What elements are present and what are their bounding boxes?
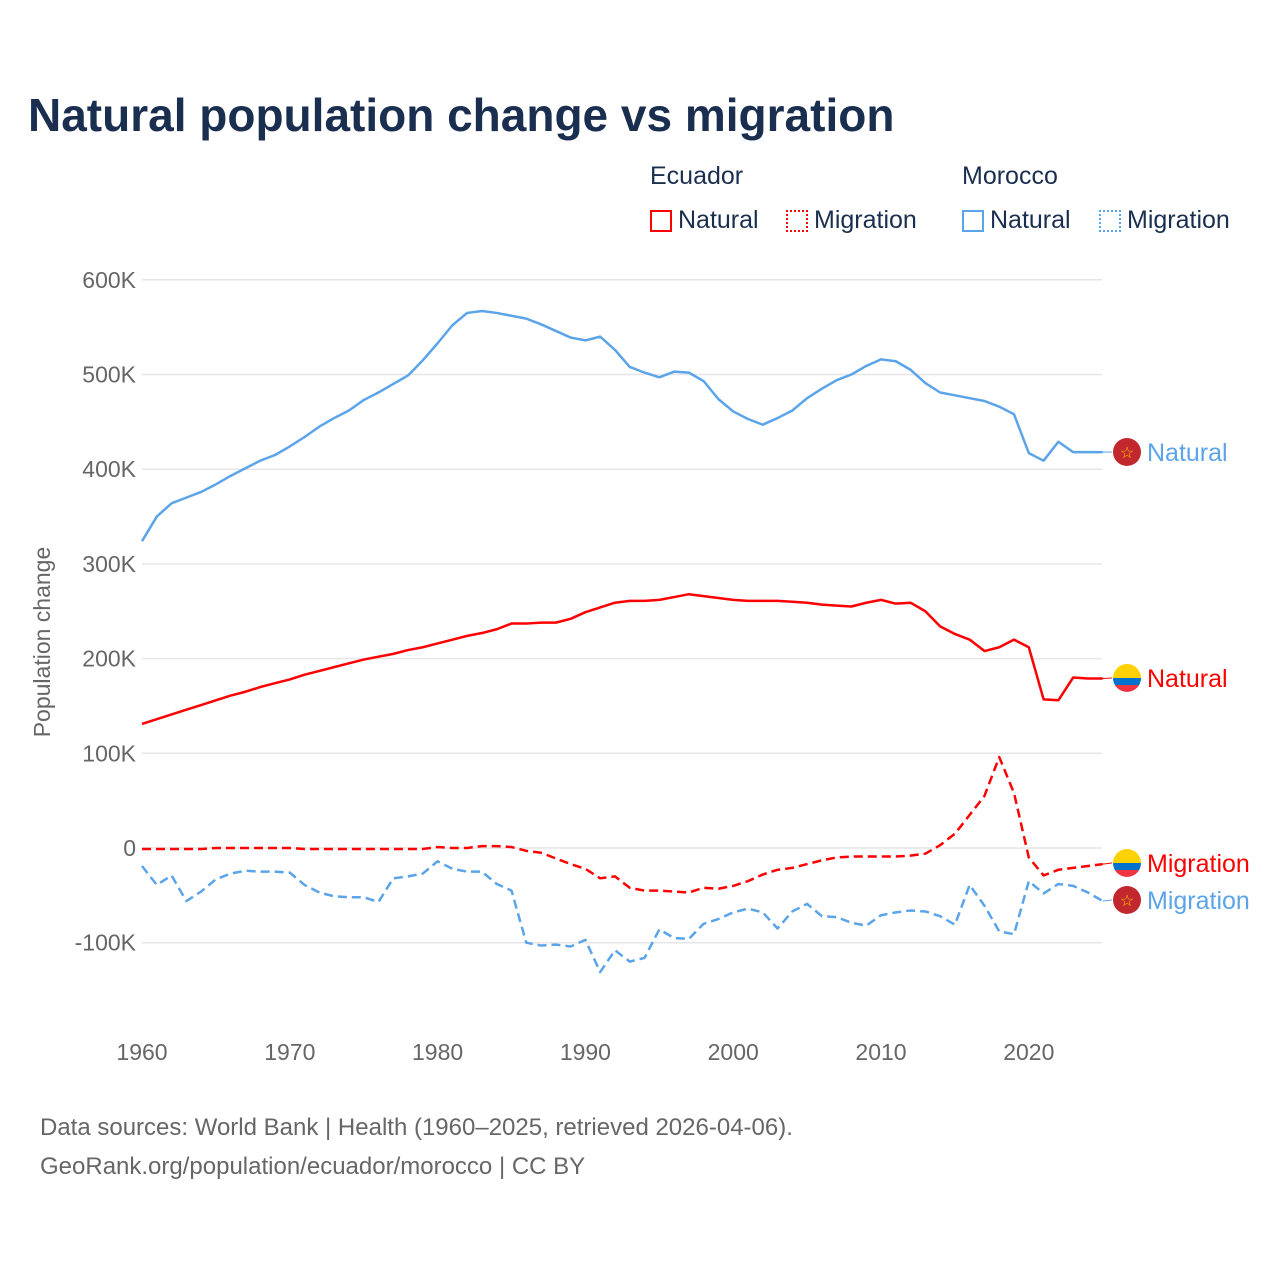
label-connector [1102,862,1113,865]
series-line-morocco-migration [141,860,1104,974]
morocco-flag-icon [1113,886,1141,914]
x-tick-label: 1980 [412,1039,463,1065]
y-tick-label: 500K [82,362,136,388]
legend-swatch-solid [650,209,672,232]
chart-title: Natural population change vs migration [28,89,895,141]
ecuador-flag-icon [1113,678,1141,685]
ecuador-flag-icon [1113,849,1141,863]
series-end-label: Migration [1147,850,1250,878]
legend-label: Natural [678,206,759,234]
legend-ecuador-migration[interactable]: Migration [786,206,917,235]
legend-swatch-solid [962,209,984,232]
series-end-label: Natural [1147,665,1228,693]
label-connector [1102,899,1113,902]
footer: Data sources: World Bank | Health (1960–… [40,1108,793,1186]
star-icon: ☆ [1120,893,1134,910]
ecuador-flag-icon [1113,863,1141,870]
series-line-morocco-natural [140,309,1103,542]
legend-swatch-dotted [786,209,808,232]
y-tick-label: 600K [82,267,136,293]
legend-group-ecuador: Ecuador [650,162,744,190]
series-end-label: Natural [1147,439,1228,467]
morocco-flag-icon [1113,438,1141,466]
y-tick-label: 200K [82,646,136,672]
legend-label: Migration [814,206,917,234]
ecuador-flag-icon [1113,870,1141,877]
series-end-label: Migration [1147,887,1250,915]
x-tick-label: 2020 [1003,1039,1054,1065]
legend-swatch-dotted [1099,209,1121,232]
legend-morocco-natural[interactable]: Natural [962,206,1071,235]
x-tick-label: 1960 [116,1039,167,1065]
legend-ecuador-natural[interactable]: Natural [650,206,759,235]
x-tick-label: 1990 [560,1039,611,1065]
star-icon: ☆ [1120,445,1134,462]
ecuador-flag-icon [1113,685,1141,692]
legend-group-morocco: Morocco [962,162,1058,190]
y-tick-label: 400K [82,456,136,482]
legend-label: Natural [990,206,1071,234]
x-tick-label: 2000 [708,1039,759,1065]
x-tick-label: 2010 [855,1039,906,1065]
ecuador-flag-icon [1113,664,1141,678]
legend-label: Migration [1127,206,1230,234]
footer-sources: Data sources: World Bank | Health (1960–… [40,1114,793,1141]
footer-attribution: GeoRank.org/population/ecuador/morocco |… [40,1153,586,1180]
legend-morocco-migration[interactable]: Migration [1099,206,1230,235]
y-tick-label: 300K [82,551,136,577]
y-axis-label: Population change [29,547,55,738]
series-line-ecuador-natural [141,592,1103,726]
y-tick-label: 0 [123,835,136,861]
series-line-ecuador-migration [142,755,1103,894]
y-tick-label: -100K [75,930,137,956]
x-tick-label: 1970 [264,1039,315,1065]
y-tick-label: 100K [82,740,136,766]
